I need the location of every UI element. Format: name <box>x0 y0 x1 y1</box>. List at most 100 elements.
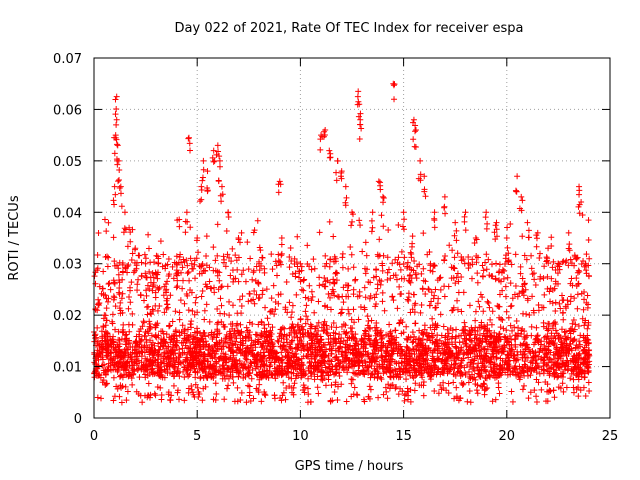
data-point <box>306 282 313 289</box>
data-point <box>120 321 127 328</box>
data-point <box>405 297 412 304</box>
data-point <box>212 396 219 403</box>
data-point <box>261 352 268 359</box>
data-point <box>375 394 382 401</box>
data-point <box>496 268 503 275</box>
data-point <box>102 371 109 378</box>
data-point <box>311 309 318 316</box>
data-point <box>182 356 189 363</box>
data-point <box>240 375 247 382</box>
data-point <box>306 333 313 340</box>
data-point <box>183 209 190 216</box>
data-point <box>395 222 402 229</box>
data-point <box>326 365 333 372</box>
data-point <box>421 186 428 193</box>
data-point <box>154 253 161 260</box>
data-point <box>545 359 552 366</box>
data-point <box>585 272 592 279</box>
data-point <box>147 346 154 353</box>
data-point <box>244 327 251 334</box>
data-point <box>534 337 541 344</box>
data-point <box>193 255 200 262</box>
data-point <box>483 333 490 340</box>
data-point <box>364 313 371 320</box>
data-point <box>222 263 229 270</box>
data-point <box>201 355 208 362</box>
data-point <box>552 299 559 306</box>
data-point <box>303 313 310 320</box>
data-point <box>127 287 134 294</box>
data-point <box>544 368 551 375</box>
data-point <box>421 367 428 374</box>
data-point <box>466 388 473 395</box>
data-point <box>355 357 362 364</box>
data-point <box>270 282 277 289</box>
data-point <box>200 157 207 164</box>
data-point <box>321 353 328 360</box>
data-point <box>190 333 197 340</box>
data-point <box>489 398 496 405</box>
data-point <box>517 341 524 348</box>
data-point <box>441 193 448 200</box>
data-point <box>566 241 573 248</box>
chart-title: Day 022 of 2021, Rate Of TEC Index for r… <box>175 21 524 36</box>
data-point <box>189 363 196 370</box>
data-point <box>463 335 470 342</box>
data-point <box>187 255 194 262</box>
data-point <box>355 350 362 357</box>
data-point <box>280 389 287 396</box>
data-point <box>143 292 150 299</box>
data-point <box>462 340 469 347</box>
data-point <box>576 191 583 198</box>
data-point <box>383 388 390 395</box>
data-point <box>147 310 154 317</box>
data-point <box>108 350 115 357</box>
data-point <box>385 266 392 273</box>
data-point <box>268 295 275 302</box>
data-point <box>393 276 400 283</box>
data-point <box>229 341 236 348</box>
data-point <box>253 291 260 298</box>
data-point <box>552 321 559 328</box>
data-point <box>345 310 352 317</box>
data-point <box>545 320 552 327</box>
data-point <box>272 306 279 313</box>
data-point <box>217 295 224 302</box>
data-point <box>445 380 452 387</box>
data-point <box>267 359 274 366</box>
data-point <box>130 362 137 369</box>
data-point <box>111 201 118 208</box>
data-point <box>517 270 524 277</box>
data-point <box>157 371 164 378</box>
data-point <box>385 381 392 388</box>
data-point <box>474 364 481 371</box>
x-tick-label: 0 <box>90 429 98 444</box>
data-point <box>553 330 560 337</box>
data-point <box>516 205 523 212</box>
data-point <box>230 330 237 337</box>
data-point <box>365 369 372 376</box>
data-point <box>548 335 555 342</box>
data-point <box>370 355 377 362</box>
data-point <box>570 328 577 335</box>
data-point <box>573 275 580 282</box>
data-point <box>348 251 355 258</box>
data-point <box>273 349 280 356</box>
data-point <box>386 385 393 392</box>
data-point <box>573 255 580 262</box>
data-point <box>500 275 507 282</box>
data-point <box>275 338 282 345</box>
data-point <box>182 229 189 236</box>
data-point <box>567 375 574 382</box>
data-point <box>268 336 275 343</box>
data-point <box>269 355 276 362</box>
data-point <box>370 343 377 350</box>
data-point <box>570 368 577 375</box>
data-point <box>191 329 198 336</box>
data-point <box>144 282 151 289</box>
data-point <box>465 354 472 361</box>
data-point <box>426 302 433 309</box>
data-point <box>409 306 416 313</box>
data-point <box>526 311 533 318</box>
plot-frame <box>93 57 611 419</box>
